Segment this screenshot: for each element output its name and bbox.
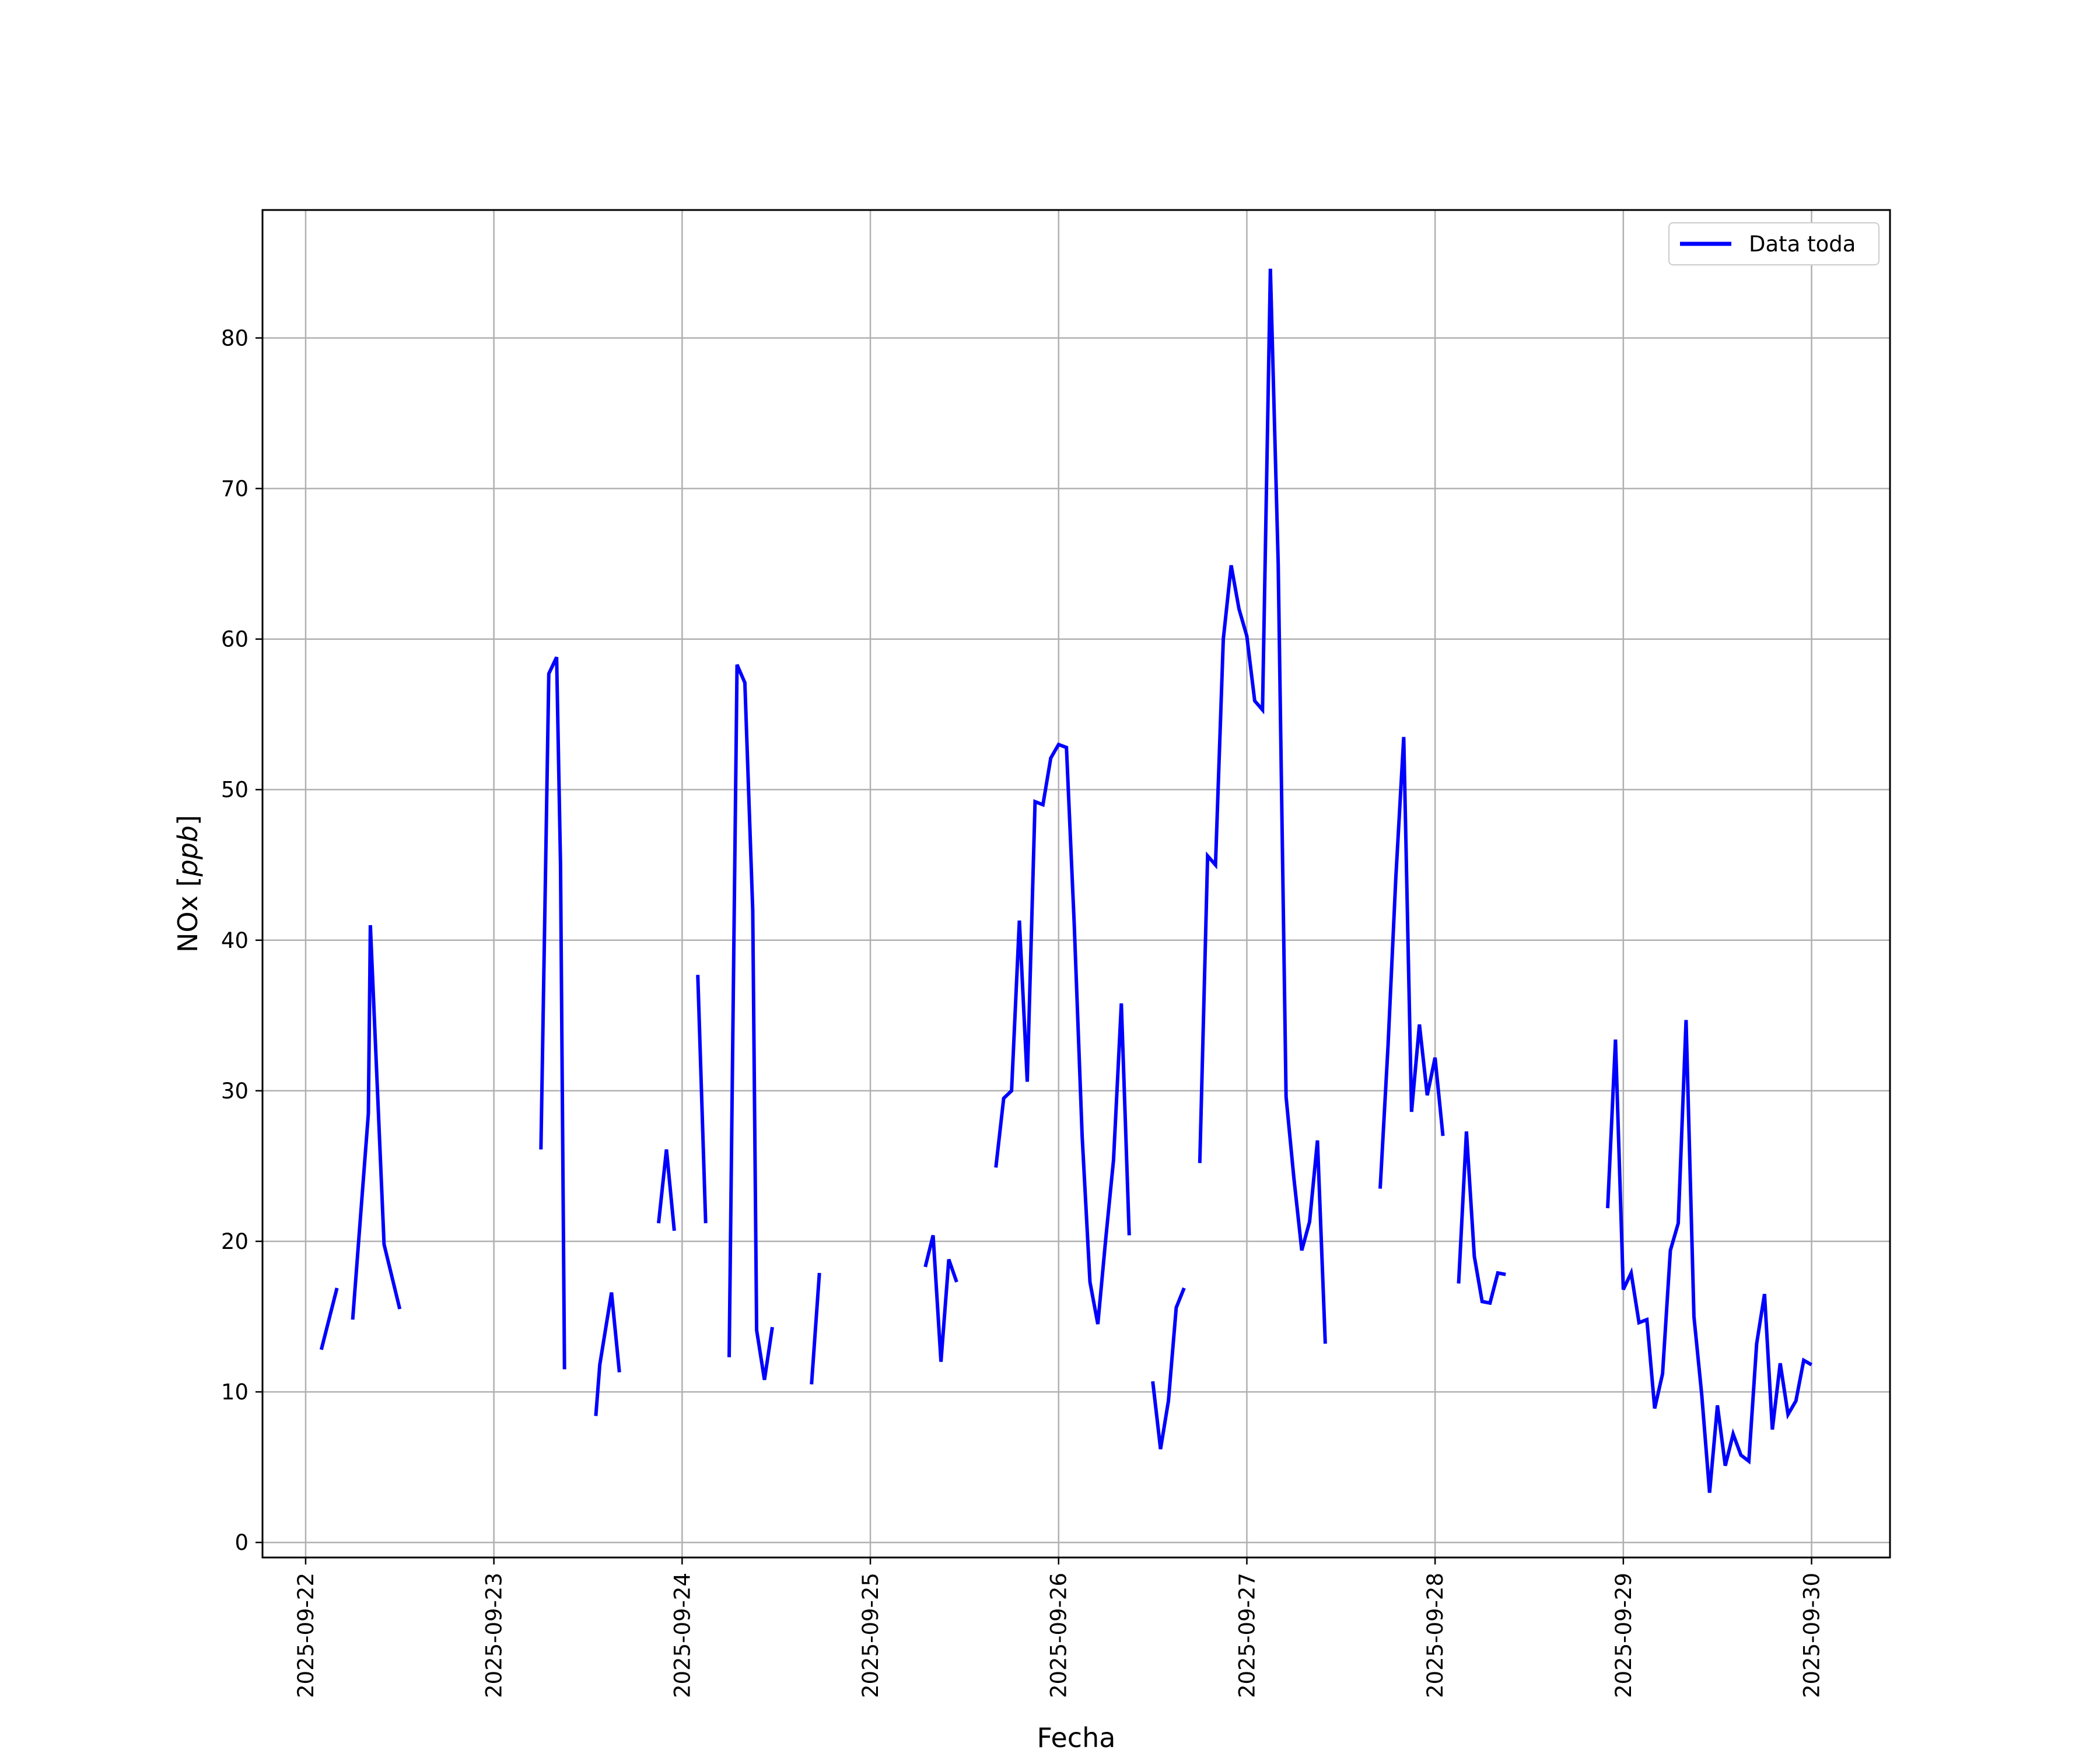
series-line-segment — [727, 664, 774, 1380]
series-line-segment — [594, 1292, 621, 1416]
y-axis-title: NOx [ppb] — [172, 815, 204, 953]
legend: Data toda — [1668, 222, 1880, 265]
y-tick-label: 50 — [221, 778, 249, 803]
x-axis-title: Fecha — [1037, 1722, 1116, 1750]
series-line-segment — [994, 742, 1131, 1325]
series-line-segment — [657, 1149, 676, 1231]
y-tick-label: 30 — [221, 1079, 249, 1104]
x-tick-label: 2025-09-30 — [1800, 1573, 1825, 1698]
x-tick-label: 2025-09-27 — [1234, 1573, 1259, 1698]
series-line-segment — [696, 975, 708, 1224]
series-line-segment — [539, 656, 566, 1370]
y-tick-label: 0 — [235, 1530, 249, 1555]
y-tick-label: 60 — [221, 627, 249, 652]
series-line-segment — [810, 1272, 821, 1385]
x-tick-label: 2025-09-24 — [670, 1573, 695, 1698]
series-line-segment — [923, 1234, 958, 1362]
y-axis-title-close: ] — [172, 815, 204, 825]
y-axis-title-main: NOx [ — [172, 877, 204, 953]
plot-frame — [261, 209, 1891, 1559]
series-line-segment — [319, 1287, 339, 1350]
x-tick-label: 2025-09-26 — [1046, 1573, 1072, 1698]
x-axis-ticks: 2025-09-22 2025-09-23 2025-09-24 2025-09-25… — [293, 1558, 1825, 1698]
series-line-segment — [351, 925, 402, 1320]
y-tick-label: 70 — [221, 476, 249, 501]
x-tick-label: 2025-09-25 — [858, 1573, 883, 1698]
series-line-segment — [1457, 1131, 1506, 1306]
series-layer — [319, 268, 1812, 1493]
x-tick-label: 2025-09-23 — [482, 1573, 507, 1698]
series-line-segment — [1378, 737, 1445, 1189]
y-tick-label: 80 — [221, 326, 249, 351]
legend-box — [1668, 222, 1880, 265]
y-tick-label: 40 — [221, 928, 249, 953]
y-tick-label: 20 — [221, 1229, 249, 1254]
series-line-segment — [1151, 1287, 1186, 1450]
y-axis-title-unit: ppb — [172, 825, 204, 877]
y-axis-ticks: 0 10 20 30 40 50 60 70 80 — [221, 326, 262, 1555]
y-tick-label: 10 — [221, 1380, 249, 1405]
x-tick-label: 2025-09-29 — [1611, 1573, 1636, 1698]
series-line-segment — [1198, 268, 1327, 1344]
x-tick-label: 2025-09-28 — [1423, 1573, 1448, 1698]
legend-label: Data toda — [1749, 232, 1856, 257]
series-line-segment — [1606, 1020, 1812, 1493]
x-tick-label: 2025-09-22 — [293, 1573, 318, 1698]
